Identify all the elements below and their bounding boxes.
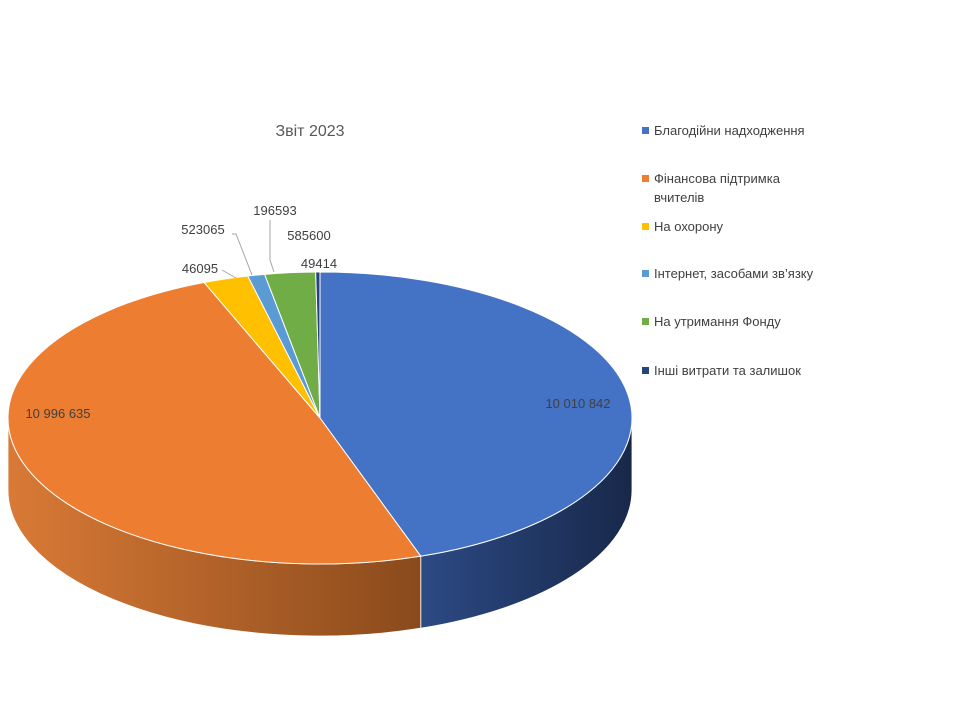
pie-slices [7,271,633,565]
leader-lines [221,220,275,279]
legend-label-3: Інтернет, засобами зв’язку [654,266,814,281]
leader-line-2 [232,233,253,276]
data-labels: 10 010 842 10 996 635 523065 196593 585600 49… [25,203,610,421]
leader-line-3 [269,220,275,273]
pie-slice-1 [7,281,422,565]
legend-swatch-5 [642,367,649,374]
legend: Благодійни надходження Фінансова підтримк… [642,123,814,378]
legend-label-1: вчителів [654,190,704,205]
data-label-1: 10 996 635 [25,406,90,421]
legend-label-5: Інші витрати та залишок [654,363,801,378]
legend-swatch-1 [642,175,649,182]
legend-swatch-0 [642,127,649,134]
chart-title: Звіт 2023 [275,123,344,140]
legend-swatch-4 [642,318,649,325]
legend-swatch-2 [642,223,649,230]
legend-swatch-3 [642,270,649,277]
data-label-4: 585600 [287,228,330,243]
legend-label-2: На охорону [654,219,724,234]
legend-label-0: Благодійни надходження [654,123,805,138]
pie-slice-0 [319,271,633,557]
data-label-extra: 46095 [182,261,218,276]
data-label-5: 49414 [301,256,337,271]
pie-slice-5 [315,271,321,419]
leader-line-extra [221,269,237,279]
legend-label-4: На утримання Фонду [654,314,781,329]
data-label-0: 10 010 842 [545,396,610,411]
data-label-2: 523065 [181,222,224,237]
data-label-3: 196593 [253,203,296,218]
legend-label-1: Фінансова підтримка [654,171,781,186]
